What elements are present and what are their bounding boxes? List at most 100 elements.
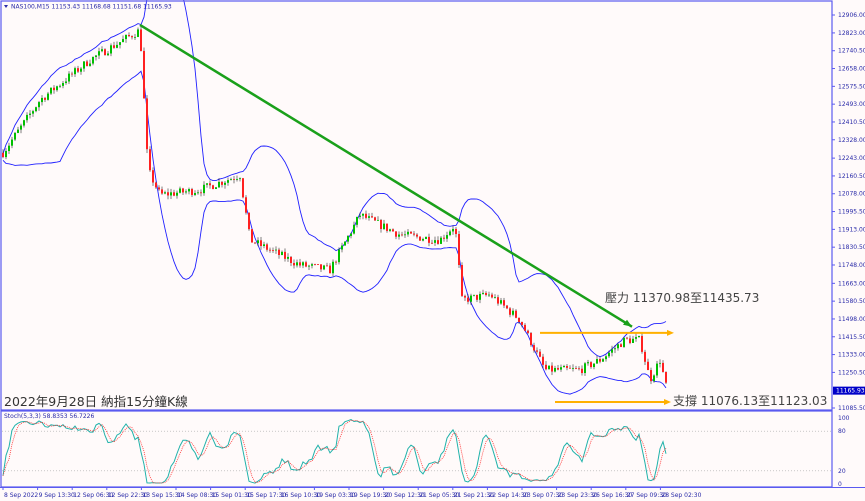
candle-body <box>317 264 319 266</box>
candle-body <box>578 368 580 370</box>
candle-body <box>272 250 274 251</box>
y-tick-label: 11250.50 <box>838 369 865 376</box>
candle-body <box>509 308 511 315</box>
candle-body <box>233 179 235 181</box>
symbol-header: NAS100,M15 11153.43 11168.68 11151.68 11… <box>4 4 172 11</box>
candle-body <box>572 368 574 369</box>
candle-body <box>557 367 559 370</box>
candle-body <box>110 45 112 54</box>
candle-body <box>35 107 37 112</box>
candle-body <box>389 229 391 231</box>
candle-body <box>419 236 421 241</box>
candle-body <box>482 292 484 294</box>
candle-body <box>155 182 157 188</box>
candle-body <box>350 233 352 236</box>
candle-body <box>404 234 406 236</box>
x-tick-label: 21 Sep 05:30 <box>419 492 459 499</box>
candle-body <box>500 300 502 304</box>
candle-body <box>431 242 433 244</box>
candle-body <box>71 73 73 75</box>
candle-body <box>203 184 205 194</box>
candle-body <box>257 240 259 244</box>
y-tick-label: 12243.00 <box>838 155 865 162</box>
x-tick-label: 19 Sep 03:30 <box>315 492 355 499</box>
stochastic-plot <box>2 418 831 484</box>
candle-body <box>434 240 436 243</box>
x-tick-label: 22 Sep 14:30 <box>488 492 528 499</box>
candle-body <box>152 170 154 183</box>
y-tick-label: 11913.00 <box>838 226 865 233</box>
stoch-header: Stoch(5,3,3) 58.8353 56.7226 <box>4 413 95 420</box>
candle-body <box>551 365 553 372</box>
candle-body <box>344 241 346 246</box>
candle-body <box>245 197 247 213</box>
y-tick-label: 11830.50 <box>838 244 865 251</box>
y-tick-label: 12328.00 <box>838 137 865 144</box>
candle-body <box>416 234 418 237</box>
y-tick-label: 11995.50 <box>838 209 865 216</box>
stoch-level-label: 100 <box>838 415 850 422</box>
y-tick-label: 12493.00 <box>838 101 865 108</box>
candle-body <box>311 264 313 266</box>
candle-body <box>662 362 664 372</box>
dropdown-triangle-icon[interactable] <box>4 5 8 8</box>
candle-body <box>605 356 607 360</box>
y-tick-label: 12658.00 <box>838 66 865 73</box>
candle-body <box>458 234 460 265</box>
candle-body <box>38 102 40 108</box>
stoch-signal-line <box>2 420 667 484</box>
candle-body <box>650 370 652 382</box>
candle-body <box>101 49 103 52</box>
candle-body <box>32 111 34 114</box>
candle-body <box>548 365 550 370</box>
candle-body <box>476 294 478 300</box>
candle-body <box>302 262 304 266</box>
candle-body <box>395 231 397 237</box>
candle-body <box>563 366 565 368</box>
candle-body <box>437 240 439 244</box>
candle-body <box>584 363 586 374</box>
candle-body <box>566 366 568 368</box>
candle-body <box>131 36 133 38</box>
candle-body <box>173 192 175 196</box>
resistance-label: 壓力 11370.98至11435.73 <box>605 291 759 305</box>
candle-body <box>647 361 649 371</box>
candle-body <box>488 294 490 296</box>
candle-body <box>47 93 49 100</box>
candle-body <box>590 362 592 368</box>
candle-body <box>284 251 286 259</box>
candle-body <box>635 337 637 339</box>
y-tick-label: 12906.00 <box>838 12 865 19</box>
candle-body <box>596 359 598 364</box>
candle-body <box>335 261 337 263</box>
candle-body <box>62 83 64 86</box>
symbol-info: NAS100,M15 11153.43 11168.68 11151.68 11… <box>11 4 172 11</box>
candle-body <box>308 265 310 267</box>
chart-title: 2022年9月28日 納指15分鐘K線 <box>4 394 188 409</box>
candle-body <box>260 240 262 246</box>
candle-body <box>146 98 148 150</box>
candle-body <box>383 223 385 229</box>
candle-body <box>98 51 100 56</box>
x-tick-label: 12 Sep 06:30 <box>73 492 113 499</box>
candle-body <box>74 68 76 75</box>
x-tick-label: 26 Sep 16:30 <box>592 492 632 499</box>
candle-body <box>68 73 70 82</box>
candle-body <box>422 238 424 241</box>
candle-body <box>452 228 454 232</box>
candle-body <box>554 367 556 372</box>
candle-body <box>281 251 283 256</box>
candle-body <box>128 34 130 37</box>
current-price-tag <box>833 386 865 395</box>
y-tick-label: 11415.50 <box>838 334 865 341</box>
candle-body <box>392 229 394 232</box>
candle-body <box>464 295 466 298</box>
candle-body <box>536 350 538 352</box>
candle-body <box>359 215 361 217</box>
stoch-level-label: 20 <box>838 468 846 475</box>
candle-body <box>575 368 577 369</box>
candle-body <box>539 351 541 357</box>
candle-body <box>218 181 220 188</box>
